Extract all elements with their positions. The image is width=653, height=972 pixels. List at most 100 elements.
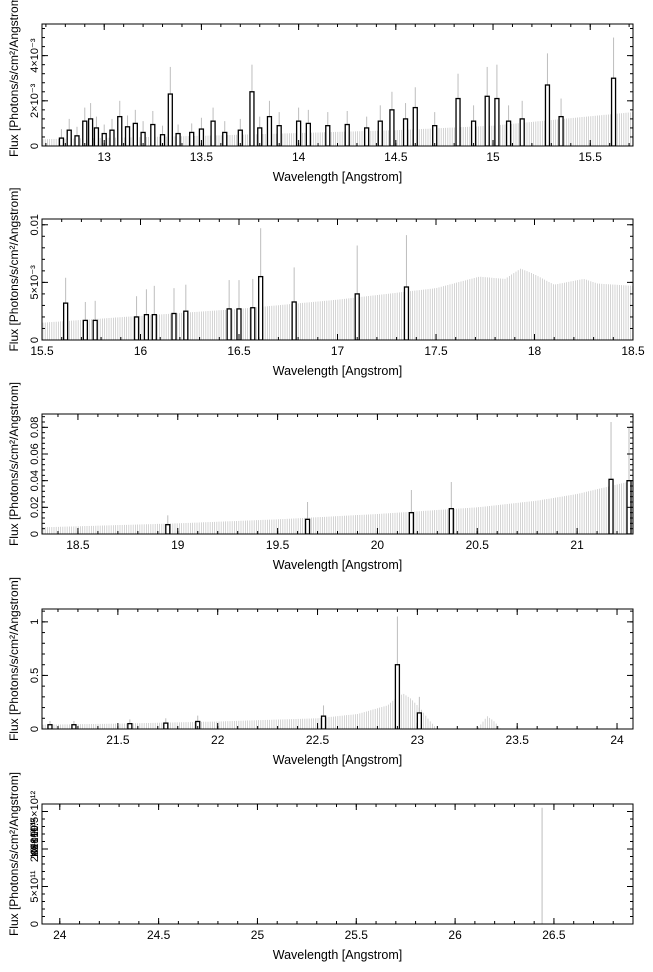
flux-bar: [305, 122, 311, 146]
flux-bar: [198, 128, 205, 146]
x-tick-label: 14.5: [384, 150, 408, 164]
spectrum-panel-2: 15.5 16 16.5 17 17.5 18 18.5 0 5×10⁻³ 0.01 Wavelen…: [7, 187, 645, 378]
plot-area: [42, 422, 633, 534]
y-tick-label: 5×10¹¹: [29, 870, 41, 902]
x-tick-label: 25.5: [345, 928, 369, 942]
x-axis-label: Wavelength [Angstrom]: [273, 364, 402, 378]
flux-bar: [249, 91, 255, 146]
x-axis-label: Wavelength [Angstrom]: [273, 753, 402, 767]
x-axis-label: Wavelength [Angstrom]: [273, 170, 402, 184]
flux-bar: [389, 109, 395, 146]
y-tick-label: 10¹²: [29, 839, 41, 859]
y-axis-label: Flux [Photons/s/cm²/Angstrom]: [7, 772, 21, 936]
x-tick-label: 24: [610, 733, 624, 747]
flux-bar: [167, 93, 173, 146]
y-axis-label: Flux [Photons/s/cm²/Angstrom]: [7, 382, 21, 546]
x-tick-label: 23: [411, 733, 425, 747]
flux-bar: [127, 722, 133, 729]
spectrum-panel-5: 24 24.5 25 25.5 26 26.505×10¹¹10¹²1.5×10¹²02×…: [7, 772, 634, 962]
spectrum-panel-3: 18.5 19 19.5 20 20.5 21 0 0.02 0.04 0.06 0.08 Wavel…: [7, 382, 634, 572]
flux-bar: [58, 137, 65, 146]
flux-bar: [257, 127, 263, 146]
flux-bar: [163, 722, 169, 729]
flux-bar: [82, 319, 88, 340]
flux-bar: [325, 125, 331, 146]
flux-bar: [394, 664, 401, 729]
flux-bar: [62, 302, 69, 340]
x-tick-label: 19: [171, 538, 185, 552]
y-tick-label: 0.5: [29, 668, 41, 683]
y-tick-label-overlap: 10¹²: [29, 818, 41, 838]
x-tick-label: 20.5: [466, 538, 490, 552]
flux-bar: [47, 724, 53, 729]
flux-bar: [124, 126, 131, 146]
x-tick-label: 15.5: [579, 150, 603, 164]
model-hatch: [42, 693, 502, 729]
y-tick-label: 0: [29, 531, 41, 537]
flux-bar: [377, 120, 383, 146]
y-tick-label: 0.01: [29, 214, 41, 235]
plot-area: [42, 228, 633, 340]
flux-bar: [159, 134, 166, 146]
flux-bar: [276, 125, 282, 146]
flux-bar: [448, 508, 454, 534]
y-tick-label: 1.5×10¹²: [29, 791, 41, 833]
flux-bar: [364, 127, 370, 146]
flux-bar: [117, 115, 123, 146]
y-tick-label-overlap: 0: [29, 849, 41, 855]
flux-bar: [71, 724, 77, 729]
flux-bar: [295, 120, 302, 146]
model-hatch: [42, 268, 633, 340]
x-tick-label: 15.5: [30, 344, 54, 358]
flux-bar: [291, 301, 297, 340]
flux-bar: [432, 125, 438, 146]
x-tick-label: 22: [211, 733, 225, 747]
flux-bar: [320, 715, 327, 729]
y-tick-label-overlap: 6×10¹²: [29, 818, 41, 850]
spectrum-panel-1: 13 13.5 14 14.5 15 15.5 0 2×10⁻³ 4×10⁻³ Wavelengt…: [7, 0, 634, 184]
flux-bar: [505, 120, 512, 146]
flux-bar: [171, 312, 177, 340]
flux-bar: [133, 316, 140, 340]
x-tick-label: 16.5: [227, 344, 251, 358]
x-tick-label: 24.5: [147, 928, 171, 942]
x-axis-label: Wavelength [Angstrom]: [273, 948, 402, 962]
x-tick-label: 13: [98, 150, 112, 164]
x-axis-label: Wavelength [Angstrom]: [273, 558, 402, 572]
y-tick-label: 5×10⁻³: [29, 265, 41, 300]
x-tick-label: 26.5: [542, 928, 566, 942]
x-tick-label: 19.5: [266, 538, 290, 552]
flux-bar: [408, 512, 415, 534]
y-tick-label: 0.08: [29, 417, 41, 438]
x-tick-label: 16: [134, 344, 148, 358]
model-hatch: [42, 480, 633, 534]
x-tick-label: 20: [371, 538, 385, 552]
y-axis-label: Flux [Photons/s/cm²/Angstrom]: [7, 577, 21, 741]
flux-bar: [143, 313, 150, 340]
y-tick-label: 2×10⁻³: [29, 83, 41, 118]
flux-bar: [610, 77, 617, 146]
x-tick-label: 23.5: [506, 733, 530, 747]
flux-bar: [66, 129, 72, 146]
flux-bar: [210, 120, 216, 146]
y-tick-label: 0: [29, 726, 41, 732]
y-axis-label: Flux [Photons/s/cm²/Angstrom]: [7, 187, 21, 351]
x-tick-label: 26: [448, 928, 462, 942]
flux-bar: [608, 478, 614, 534]
flux-bar: [74, 135, 80, 146]
flux-bar: [87, 118, 94, 146]
x-tick-label: 13.5: [190, 150, 214, 164]
flux-bar: [92, 319, 98, 340]
flux-bar: [266, 115, 273, 146]
flux-bar: [403, 286, 410, 340]
plot-area: [42, 37, 633, 146]
flux-bar: [470, 120, 477, 146]
flux-bar: [519, 118, 525, 146]
flux-bar: [258, 275, 264, 340]
flux-bar: [150, 123, 156, 146]
x-tick-label: 24: [53, 928, 67, 942]
flux-bar: [402, 118, 409, 146]
flux-bar: [93, 127, 100, 146]
y-tick-label-overlap: 2×10¹²: [29, 830, 41, 862]
flux-bar: [344, 123, 350, 146]
